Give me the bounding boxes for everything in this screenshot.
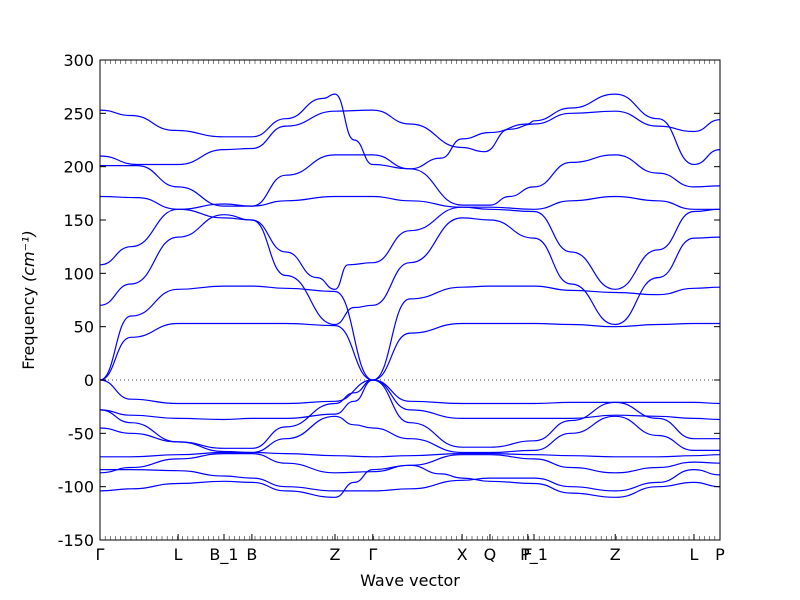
y-tick-label: 200 bbox=[63, 158, 94, 177]
x-tick-label: Γ bbox=[96, 545, 105, 564]
x-axis-ticks: Γ L B_1 B Z Γ X Q FP_1 Z L P bbox=[96, 534, 725, 565]
band-line-5 bbox=[99, 206, 721, 290]
x-tick-label: P_1 bbox=[520, 545, 548, 565]
x-tick-label: Γ bbox=[368, 545, 377, 564]
band-line-12 bbox=[99, 415, 720, 454]
x-tick-label: Z bbox=[610, 545, 621, 564]
y-tick-label: -150 bbox=[58, 531, 94, 550]
plot-frame bbox=[99, 59, 721, 541]
x-tick-label: L bbox=[689, 545, 698, 564]
x-tick-label: B bbox=[246, 545, 257, 564]
band-line-7 bbox=[99, 285, 721, 381]
x-tick-label: P bbox=[715, 545, 725, 564]
band-line-3 bbox=[100, 154, 721, 207]
x-axis-label: Wave vector bbox=[360, 571, 460, 590]
band-line-13 bbox=[99, 451, 721, 458]
x-tick-label: F bbox=[523, 545, 532, 564]
band-line-2 bbox=[99, 109, 721, 166]
band-line-11 bbox=[99, 379, 721, 421]
y-axis-ticks: 300 250 200 150 100 50 0 -50 -100 -150 bbox=[58, 51, 720, 550]
band-line-4 bbox=[99, 195, 720, 210]
y-tick-label: 300 bbox=[63, 51, 94, 70]
x-tick-label: Q bbox=[484, 545, 497, 564]
y-tick-label: 150 bbox=[63, 211, 94, 230]
vertical-grid-lines bbox=[104, 60, 716, 540]
y-tick-label: -100 bbox=[58, 478, 94, 497]
y-tick-label: 50 bbox=[74, 318, 94, 337]
band-lines bbox=[99, 93, 721, 498]
band-line-10 bbox=[99, 379, 720, 449]
x-tick-label: Z bbox=[329, 545, 340, 564]
band-line-6 bbox=[99, 214, 721, 326]
x-tick-label: X bbox=[457, 545, 468, 564]
band-line-9 bbox=[99, 379, 721, 405]
y-axis-label: Frequency (cm⁻¹) bbox=[19, 230, 38, 369]
y-tick-label: 250 bbox=[63, 104, 94, 123]
band-line-8 bbox=[99, 322, 720, 381]
x-tick-label: B_1 bbox=[209, 545, 238, 565]
x-tick-label: L bbox=[174, 545, 183, 564]
y-tick-label: 0 bbox=[84, 371, 94, 390]
band-line-16 bbox=[99, 464, 721, 498]
y-tick-label: -50 bbox=[68, 424, 94, 443]
y-axis-unit: (cm⁻¹) bbox=[19, 230, 38, 282]
band-line-15 bbox=[99, 468, 721, 492]
y-tick-label: 100 bbox=[63, 264, 94, 283]
